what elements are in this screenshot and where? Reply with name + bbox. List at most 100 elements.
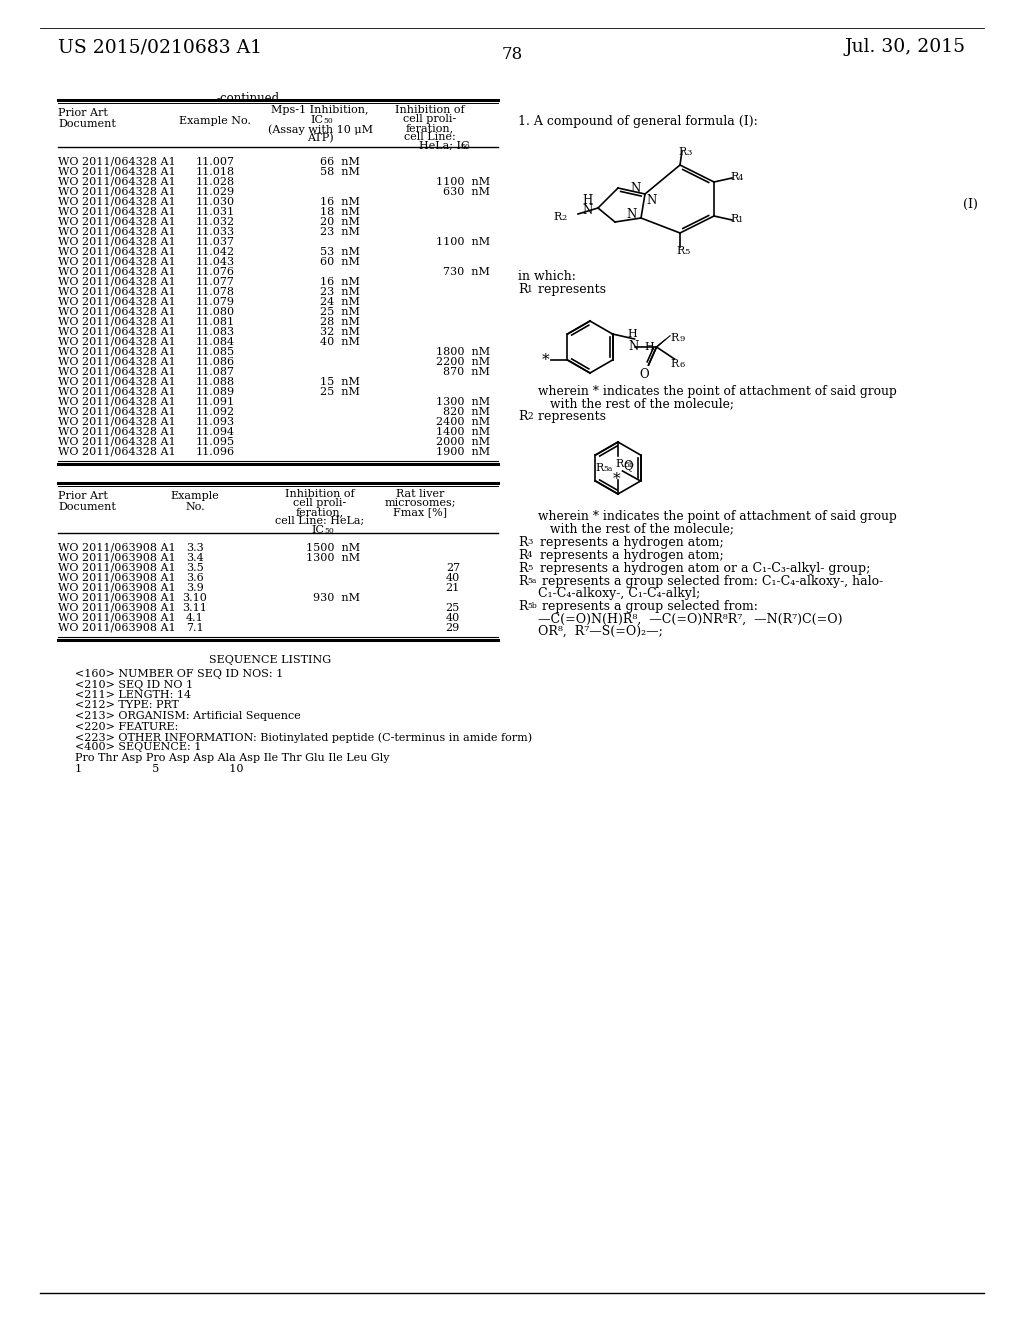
Text: 58  nM: 58 nM — [321, 168, 360, 177]
Text: 50: 50 — [460, 143, 470, 150]
Text: <213> ORGANISM: Artificial Sequence: <213> ORGANISM: Artificial Sequence — [75, 711, 301, 721]
Text: 11.091: 11.091 — [196, 397, 234, 407]
Text: 870  nM: 870 nM — [443, 367, 490, 378]
Text: WO 2011/064328 A1: WO 2011/064328 A1 — [58, 168, 176, 177]
Text: IC: IC — [311, 525, 324, 535]
Text: with the rest of the molecule;: with the rest of the molecule; — [550, 521, 734, 535]
Text: ATP): ATP) — [306, 133, 334, 144]
Text: WO 2011/064328 A1: WO 2011/064328 A1 — [58, 238, 176, 247]
Text: represents a hydrogen atom or a C₁-C₃-alkyl- group;: represents a hydrogen atom or a C₁-C₃-al… — [536, 562, 870, 576]
Text: WO 2011/064328 A1: WO 2011/064328 A1 — [58, 257, 176, 267]
Text: IC: IC — [310, 115, 323, 125]
Text: WO 2011/063908 A1: WO 2011/063908 A1 — [58, 593, 176, 603]
Text: Fmax [%]: Fmax [%] — [393, 507, 447, 517]
Text: 3: 3 — [686, 149, 691, 157]
Text: 18  nM: 18 nM — [321, 207, 360, 216]
Text: WO 2011/064328 A1: WO 2011/064328 A1 — [58, 337, 176, 347]
Text: 1400  nM: 1400 nM — [436, 426, 490, 437]
Text: 2200  nM: 2200 nM — [436, 356, 490, 367]
Text: R: R — [518, 576, 527, 587]
Text: WO 2011/064328 A1: WO 2011/064328 A1 — [58, 397, 176, 407]
Text: 730  nM: 730 nM — [443, 267, 490, 277]
Text: WO 2011/063908 A1: WO 2011/063908 A1 — [58, 603, 176, 612]
Text: <220> FEATURE:: <220> FEATURE: — [75, 722, 178, 731]
Text: 1: 1 — [738, 216, 743, 224]
Text: 1                    5                    10: 1 5 10 — [75, 763, 244, 774]
Text: R: R — [678, 147, 686, 157]
Text: R: R — [518, 282, 527, 296]
Text: 5b: 5b — [624, 461, 634, 469]
Text: 25  nM: 25 nM — [321, 308, 360, 317]
Text: R: R — [615, 459, 624, 469]
Text: wherein * indicates the point of attachment of said group: wherein * indicates the point of attachm… — [538, 510, 897, 523]
Text: feration,: feration, — [406, 123, 454, 133]
Text: WO 2011/064328 A1: WO 2011/064328 A1 — [58, 308, 176, 317]
Text: 40: 40 — [445, 612, 460, 623]
Text: 4: 4 — [527, 550, 532, 558]
Text: represents: represents — [534, 282, 606, 296]
Text: WO 2011/063908 A1: WO 2011/063908 A1 — [58, 583, 176, 593]
Text: 11.092: 11.092 — [196, 407, 234, 417]
Text: H: H — [644, 342, 654, 352]
Text: 5a: 5a — [527, 577, 537, 585]
Text: 2400  nM: 2400 nM — [436, 417, 490, 426]
Text: -continued: -continued — [216, 92, 280, 106]
Text: cell proli-: cell proli- — [293, 498, 347, 508]
Text: HeLa; IC: HeLa; IC — [419, 141, 469, 150]
Text: WO 2011/064328 A1: WO 2011/064328 A1 — [58, 247, 176, 257]
Text: WO 2011/063908 A1: WO 2011/063908 A1 — [58, 553, 176, 564]
Text: 11.007: 11.007 — [196, 157, 234, 168]
Text: No.: No. — [185, 502, 205, 512]
Text: 21: 21 — [445, 583, 460, 593]
Text: SEQUENCE LISTING: SEQUENCE LISTING — [209, 655, 331, 665]
Text: 1300  nM: 1300 nM — [436, 397, 490, 407]
Text: 6: 6 — [680, 360, 685, 370]
Text: 40: 40 — [445, 573, 460, 583]
Text: represents a group selected from: C₁-C₄-alkoxy-, halo-: represents a group selected from: C₁-C₄-… — [538, 576, 884, 587]
Text: 1. A compound of general formula (I):: 1. A compound of general formula (I): — [518, 115, 758, 128]
Text: <211> LENGTH: 14: <211> LENGTH: 14 — [75, 690, 191, 700]
Text: *: * — [542, 352, 549, 367]
Text: 25  nM: 25 nM — [321, 387, 360, 397]
Text: with the rest of the molecule;: with the rest of the molecule; — [550, 397, 734, 411]
Text: 11.083: 11.083 — [196, 327, 234, 337]
Text: 11.031: 11.031 — [196, 207, 234, 216]
Text: 11.078: 11.078 — [196, 286, 234, 297]
Text: Rat liver: Rat liver — [396, 488, 444, 499]
Text: 23  nM: 23 nM — [321, 286, 360, 297]
Text: WO 2011/064328 A1: WO 2011/064328 A1 — [58, 187, 176, 197]
Text: (Assay with 10 μM: (Assay with 10 μM — [267, 124, 373, 135]
Text: C₁-C₄-alkoxy-, C₁-C₄-alkyl;: C₁-C₄-alkoxy-, C₁-C₄-alkyl; — [538, 587, 700, 601]
Text: 11.093: 11.093 — [196, 417, 234, 426]
Text: <400> SEQUENCE: 1: <400> SEQUENCE: 1 — [75, 742, 202, 752]
Text: O: O — [640, 368, 649, 381]
Text: —C(=O)N(H)R⁸,  —C(=O)NR⁸R⁷,  —N(R⁷)C(=O): —C(=O)N(H)R⁸, —C(=O)NR⁸R⁷, —N(R⁷)C(=O) — [538, 612, 843, 626]
Text: 24  nM: 24 nM — [321, 297, 360, 308]
Text: 66  nM: 66 nM — [321, 157, 360, 168]
Text: 11.089: 11.089 — [196, 387, 234, 397]
Text: 11.043: 11.043 — [196, 257, 234, 267]
Text: 40  nM: 40 nM — [321, 337, 360, 347]
Text: 11.042: 11.042 — [196, 247, 234, 257]
Text: 11.018: 11.018 — [196, 168, 234, 177]
Text: 820  nM: 820 nM — [443, 407, 490, 417]
Text: WO 2011/063908 A1: WO 2011/063908 A1 — [58, 564, 176, 573]
Text: 11.077: 11.077 — [196, 277, 234, 286]
Text: 11.030: 11.030 — [196, 197, 234, 207]
Text: <210> SEQ ID NO 1: <210> SEQ ID NO 1 — [75, 680, 194, 689]
Text: R: R — [518, 536, 527, 549]
Text: 78: 78 — [502, 46, 522, 63]
Text: R: R — [518, 549, 527, 562]
Text: 11.085: 11.085 — [196, 347, 234, 356]
Text: US 2015/0210683 A1: US 2015/0210683 A1 — [58, 38, 262, 55]
Text: Pro Thr Asp Pro Asp Asp Ala Asp Ile Thr Glu Ile Leu Gly: Pro Thr Asp Pro Asp Asp Ala Asp Ile Thr … — [75, 752, 389, 763]
Text: WO 2011/063908 A1: WO 2011/063908 A1 — [58, 573, 176, 583]
Text: Example No.: Example No. — [179, 116, 251, 125]
Text: 3.3: 3.3 — [186, 543, 204, 553]
Text: <223> OTHER INFORMATION: Biotinylated peptide (C-terminus in amide form): <223> OTHER INFORMATION: Biotinylated pe… — [75, 733, 532, 743]
Text: WO 2011/064328 A1: WO 2011/064328 A1 — [58, 317, 176, 327]
Text: 11.086: 11.086 — [196, 356, 234, 367]
Text: R: R — [730, 172, 738, 182]
Text: WO 2011/064328 A1: WO 2011/064328 A1 — [58, 207, 176, 216]
Text: 4: 4 — [738, 174, 743, 182]
